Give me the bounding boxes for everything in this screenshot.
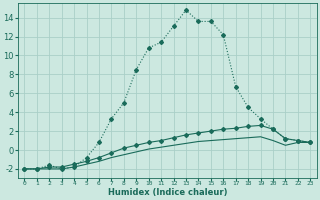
X-axis label: Humidex (Indice chaleur): Humidex (Indice chaleur) [108,188,227,197]
